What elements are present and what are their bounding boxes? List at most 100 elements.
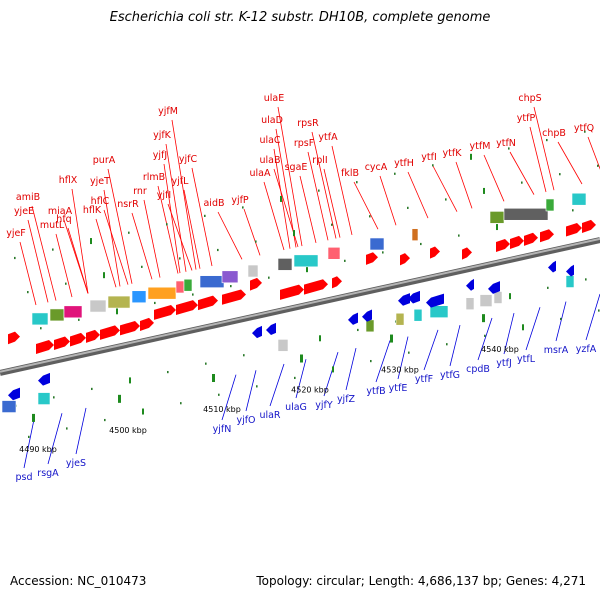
reverse-gene-label: ytfJ — [496, 358, 512, 369]
reverse-gene-label: ytfG — [440, 370, 460, 381]
page-title: Escherichia coli str. K-12 substr. DH10B… — [109, 10, 491, 25]
forward-leader-line — [331, 145, 353, 236]
cog-box — [411, 228, 419, 241]
frame-dot — [522, 324, 524, 331]
cog-box — [277, 339, 289, 352]
forward-gene-label: purA — [93, 155, 116, 166]
frame-dot — [572, 209, 574, 212]
forward-gene-label: yjeE — [14, 206, 34, 217]
reverse-leader-line — [555, 301, 567, 342]
forward-leader-line — [243, 208, 261, 256]
frame-dot — [40, 327, 42, 330]
reverse-gene-arrow — [398, 293, 410, 306]
forward-gene-arrow — [280, 284, 304, 300]
forward-gene-label: hfq — [56, 214, 71, 225]
cog-box — [503, 207, 549, 221]
reverse-leader-line — [75, 407, 87, 455]
cog-box — [221, 270, 239, 284]
forward-leader-line — [55, 233, 73, 298]
frame-dot — [445, 198, 447, 201]
frame-dot — [91, 387, 93, 391]
frame-dot — [256, 385, 258, 388]
frame-dot — [356, 181, 358, 184]
forward-gene-arrow — [524, 232, 538, 246]
frame-dot — [141, 265, 143, 268]
reverse-gene-label: psd — [15, 472, 32, 483]
ruler-tick — [390, 334, 393, 343]
reverse-leader-line — [397, 336, 409, 380]
frame-dot — [167, 370, 169, 374]
forward-gene-label: ytfI — [421, 152, 437, 163]
forward-gene-label: ytfP — [517, 113, 536, 124]
forward-leader-line — [533, 106, 555, 191]
frame-dot — [357, 328, 359, 332]
cog-box — [31, 312, 49, 326]
frame-dot — [483, 187, 485, 194]
ruler-tick-label: 4530 kbp — [381, 366, 419, 375]
forward-leader-line — [299, 175, 317, 244]
frame-dot — [508, 147, 510, 150]
cog-box — [489, 211, 505, 224]
forward-leader-line — [587, 136, 600, 170]
forward-leader-line — [263, 181, 285, 251]
forward-leader-line — [103, 209, 129, 285]
forward-gene-label: yjfP — [231, 195, 249, 206]
cog-box — [131, 290, 147, 304]
forward-gene-arrow — [222, 289, 246, 305]
forward-gene-label: ytfM — [470, 141, 491, 152]
forward-leader-line — [379, 175, 397, 226]
forward-leader-line — [277, 106, 303, 247]
frame-dot — [104, 418, 106, 422]
reverse-leader-line — [423, 329, 439, 371]
forward-leader-line — [557, 141, 583, 185]
forward-gene-label: ytfN — [496, 138, 516, 149]
forward-leader-line — [455, 161, 473, 209]
forward-gene-arrow — [540, 229, 554, 243]
frame-dot — [52, 248, 54, 251]
forward-gene-label: ytfH — [394, 158, 414, 169]
forward-gene-label: ulaA — [250, 168, 271, 179]
cog-box — [565, 275, 575, 288]
reverse-gene-arrow — [566, 264, 574, 277]
frame-dot — [53, 396, 55, 399]
frame-dots — [14, 130, 600, 438]
cog-box — [465, 297, 475, 311]
reverse-gene-arrow — [488, 281, 500, 294]
frame-dot — [27, 291, 29, 294]
forward-gene-arrow — [140, 317, 154, 331]
cog-box — [37, 392, 51, 405]
ruler-tick-label: 4510 kbp — [203, 405, 241, 414]
reverse-leader-line — [345, 347, 357, 391]
forward-leader-line — [143, 199, 161, 278]
frame-dot — [394, 172, 396, 175]
reverse-gene-arrow — [362, 309, 372, 322]
ruler-tick-label: 4500 kbp — [109, 426, 147, 435]
frame-dot — [331, 223, 333, 226]
ruler-tick — [212, 374, 215, 383]
cog-box — [545, 198, 555, 212]
reverse-gene-arrow — [252, 325, 262, 339]
accession-text: Accession: NC_010473 — [10, 574, 147, 588]
forward-gene-label: ytfA — [318, 132, 338, 143]
reverse-gene-arrow — [266, 322, 276, 336]
reverse-gene-label: ytfL — [517, 354, 536, 365]
forward-gene-label: ytfK — [443, 148, 463, 159]
forward-gene-arrow — [510, 235, 524, 249]
frame-dot — [243, 354, 245, 357]
cog-box — [49, 308, 65, 322]
frame-dot — [66, 427, 68, 430]
forward-gene-label: yjeF — [6, 228, 26, 239]
cog-box — [199, 275, 225, 288]
forward-gene-label: rpsF — [294, 138, 314, 149]
ruler-tick-label: 4520 kbp — [291, 386, 329, 395]
frame-dot — [154, 301, 156, 305]
forward-gene-arrow — [54, 336, 70, 351]
reverse-gene-label: ytfB — [366, 386, 385, 397]
forward-gene-arrow — [400, 253, 410, 266]
forward-gene-arrow — [100, 325, 120, 340]
frame-dot — [598, 309, 600, 312]
frame-dot — [268, 276, 270, 279]
ruler-tick — [118, 394, 121, 403]
reverse-gene-label: cpdB — [466, 364, 490, 375]
frame-dot — [318, 189, 320, 192]
